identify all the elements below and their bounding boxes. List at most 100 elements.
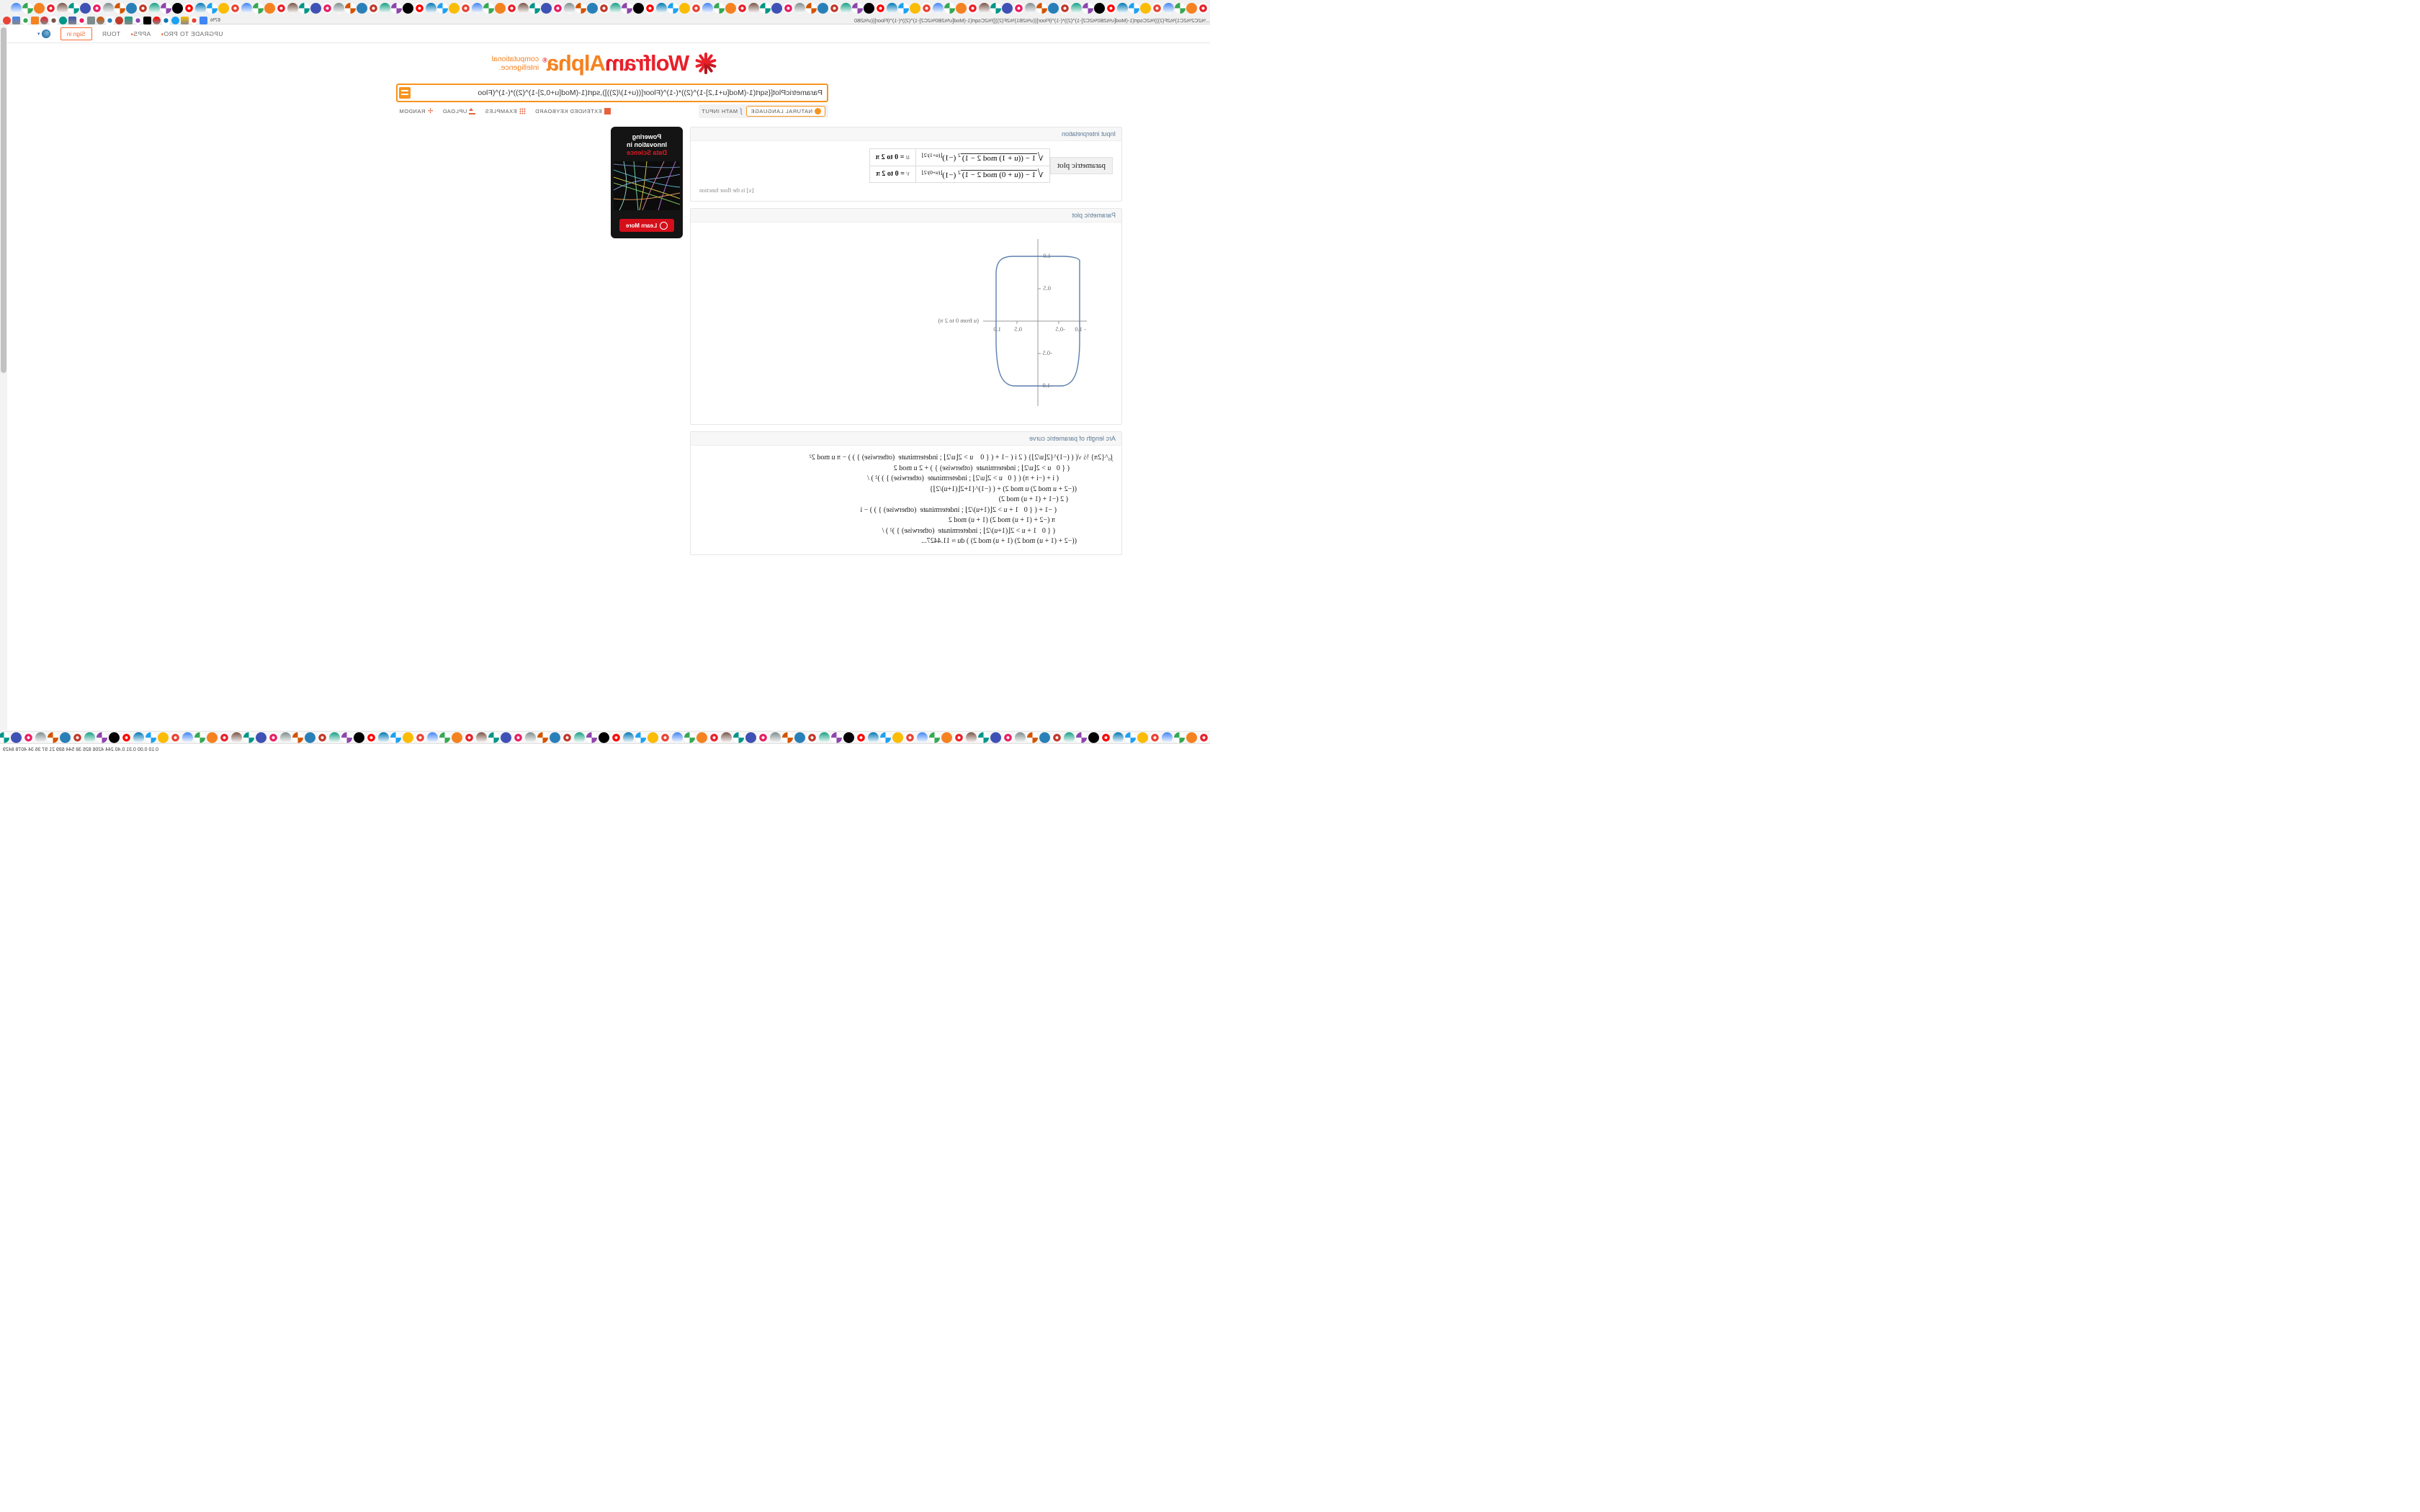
favicon-icon[interactable] xyxy=(1101,732,1111,743)
favicon-icon[interactable] xyxy=(990,2,1001,14)
favicon-icon[interactable] xyxy=(1163,2,1174,14)
favicon-icon[interactable] xyxy=(354,732,364,743)
favicon-icon[interactable] xyxy=(599,732,609,743)
favicon-icon[interactable] xyxy=(11,2,22,14)
favicon-icon[interactable] xyxy=(633,2,644,14)
favicon-icon[interactable] xyxy=(345,2,356,14)
submit-button[interactable] xyxy=(399,87,411,99)
favicon-icon[interactable] xyxy=(91,2,102,14)
favicon-icon[interactable] xyxy=(748,2,759,14)
favicon-icon[interactable] xyxy=(852,2,863,14)
quadrant-bottom-left[interactable]: ...%2C2%2C1)%2F(2)))%2Csqrt(1-(Mod[u%2B0… xyxy=(0,0,1210,756)
globe-icon[interactable] xyxy=(40,16,48,24)
wrench-icon[interactable] xyxy=(22,16,30,24)
sign-in-button[interactable]: Sign in xyxy=(60,27,92,40)
favicon-icon[interactable] xyxy=(341,732,352,743)
dictionary-icon[interactable] xyxy=(143,16,151,24)
favicon-icon[interactable] xyxy=(194,732,205,743)
menu-icon[interactable] xyxy=(3,16,11,24)
add-icon[interactable] xyxy=(115,16,123,24)
browser-tabstrip[interactable] xyxy=(0,0,1210,16)
favicon-icon[interactable] xyxy=(1198,2,1209,14)
favicon-icon[interactable] xyxy=(841,2,851,14)
favicon-icon[interactable] xyxy=(887,2,897,14)
favicon-icon[interactable] xyxy=(310,2,321,14)
favicon-icon[interactable] xyxy=(843,732,854,743)
browser-toolbar-icons[interactable] xyxy=(0,16,207,24)
favicon-icon[interactable] xyxy=(243,732,254,743)
favicon-icon[interactable] xyxy=(1015,732,1026,743)
favicon-icon[interactable] xyxy=(771,2,782,14)
favicon-icon[interactable] xyxy=(880,732,891,743)
favicon-icon[interactable] xyxy=(709,732,720,743)
favicon-icon[interactable] xyxy=(586,732,597,743)
highlighter-icon[interactable] xyxy=(153,16,161,24)
favicon-icon[interactable] xyxy=(460,2,471,14)
favicon-icon[interactable] xyxy=(702,2,713,14)
favicon-icon[interactable] xyxy=(472,2,483,14)
favicon-icon[interactable] xyxy=(138,2,148,14)
favicon-icon[interactable] xyxy=(892,732,903,743)
examples-button[interactable]: EXAMPLES xyxy=(485,108,526,114)
sidebar-advertisement[interactable]: Powering Innovation in Data Science xyxy=(611,127,683,238)
favicon-icon[interactable] xyxy=(357,2,367,14)
favicon-icon[interactable] xyxy=(1048,2,1059,14)
favicon-icon[interactable] xyxy=(170,732,181,743)
favicon-icon[interactable] xyxy=(1186,732,1197,743)
favicon-icon[interactable] xyxy=(501,732,511,743)
favicon-icon[interactable] xyxy=(368,2,379,14)
favicon-icon[interactable] xyxy=(783,2,794,14)
favicon-icon[interactable] xyxy=(241,2,252,14)
reload-icon[interactable] xyxy=(171,16,179,24)
favicon-icon[interactable] xyxy=(68,2,79,14)
favicon-icon[interactable] xyxy=(317,732,328,743)
favicon-icon[interactable] xyxy=(794,732,805,743)
palette-icon[interactable] xyxy=(78,16,86,24)
favicon-icon[interactable] xyxy=(623,732,634,743)
favicon-icon[interactable] xyxy=(647,732,658,743)
favicon-icon[interactable] xyxy=(679,2,690,14)
favicon-icon[interactable] xyxy=(770,732,781,743)
favicon-icon[interactable] xyxy=(390,732,401,743)
favicon-icon[interactable] xyxy=(941,732,952,743)
favicon-icon[interactable] xyxy=(782,732,793,743)
favicon-icon[interactable] xyxy=(103,2,114,14)
extended-keyboard-button[interactable]: EXTENDED KEYBOARD xyxy=(535,108,611,114)
math-input-button[interactable]: ∫ MATH INPUT xyxy=(702,107,742,114)
favicon-icon[interactable] xyxy=(737,2,748,14)
status-taskbar[interactable]: 0.10 0.00 0.31 0.40 244 4206 826 38 544 … xyxy=(0,743,1210,756)
favicon-icon[interactable] xyxy=(403,2,413,14)
favicon-icon[interactable] xyxy=(933,2,944,14)
favicon-icon[interactable] xyxy=(495,2,506,14)
favicon-icon[interactable] xyxy=(449,2,460,14)
favicon-icon[interactable] xyxy=(121,732,132,743)
favicon-icon[interactable] xyxy=(366,732,377,743)
zoom-level[interactable]: 67% xyxy=(210,17,221,23)
favicon-icon[interactable] xyxy=(856,732,866,743)
favicon-icon[interactable] xyxy=(541,2,552,14)
favicon-icon[interactable] xyxy=(287,2,298,14)
favicon-icon[interactable] xyxy=(158,732,169,743)
reader-icon[interactable] xyxy=(134,16,142,24)
favicon-icon[interactable] xyxy=(439,732,450,743)
favicon-icon[interactable] xyxy=(1186,2,1197,14)
favicon-icon[interactable] xyxy=(525,732,536,743)
favicon-icon[interactable] xyxy=(97,732,107,743)
sync-icon[interactable] xyxy=(106,16,114,24)
favicon-icon[interactable] xyxy=(929,732,940,743)
favicon-icon[interactable] xyxy=(57,2,68,14)
favicon-icon[interactable] xyxy=(794,2,805,14)
favicon-icon[interactable] xyxy=(944,2,955,14)
favicon-icon[interactable] xyxy=(898,2,909,14)
favicon-icon[interactable] xyxy=(513,732,524,743)
site-header-nav[interactable]: UPGRADE TO PRO▾ APPS▾ TOUR Sign in ▾ xyxy=(0,24,1210,43)
learn-more-button[interactable]: Learn More xyxy=(619,219,674,232)
favicon-icon[interactable] xyxy=(1076,732,1087,743)
favicon-icon[interactable] xyxy=(529,2,540,14)
favicon-icon[interactable] xyxy=(1013,2,1024,14)
favicon-icon[interactable] xyxy=(1117,2,1128,14)
favicon-icon[interactable] xyxy=(1071,2,1082,14)
favicon-icon[interactable] xyxy=(45,2,56,14)
favicon-icon[interactable] xyxy=(161,2,171,14)
favicon-icon[interactable] xyxy=(807,732,817,743)
